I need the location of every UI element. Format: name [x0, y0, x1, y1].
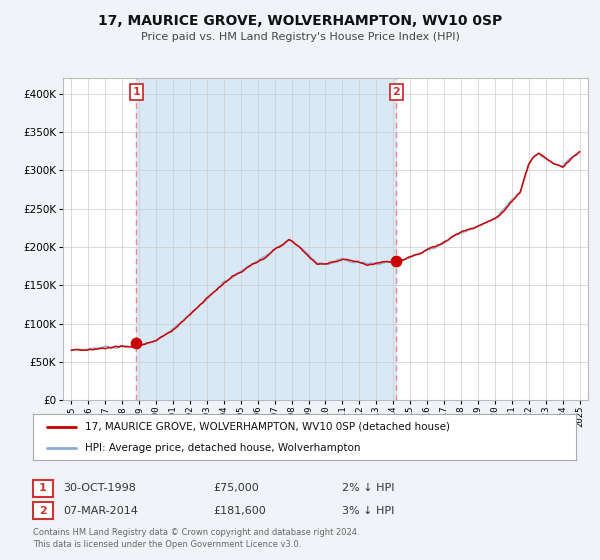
Text: 1: 1 — [39, 483, 47, 493]
Text: 3% ↓ HPI: 3% ↓ HPI — [342, 506, 394, 516]
Text: 2% ↓ HPI: 2% ↓ HPI — [342, 483, 395, 493]
Point — [131, 338, 141, 347]
Point — [391, 256, 401, 265]
Text: 1: 1 — [133, 87, 140, 97]
Text: 07-MAR-2014: 07-MAR-2014 — [63, 506, 138, 516]
Text: Price paid vs. HM Land Registry's House Price Index (HPI): Price paid vs. HM Land Registry's House … — [140, 32, 460, 43]
Bar — [136, 78, 396, 400]
Text: £181,600: £181,600 — [213, 506, 266, 516]
Text: 17, MAURICE GROVE, WOLVERHAMPTON, WV10 0SP (detached house): 17, MAURICE GROVE, WOLVERHAMPTON, WV10 0… — [85, 422, 449, 432]
Text: 2: 2 — [392, 87, 400, 97]
Text: HPI: Average price, detached house, Wolverhampton: HPI: Average price, detached house, Wolv… — [85, 443, 360, 453]
Text: £75,000: £75,000 — [213, 483, 259, 493]
Text: Contains HM Land Registry data © Crown copyright and database right 2024.
This d: Contains HM Land Registry data © Crown c… — [33, 528, 359, 549]
Text: 17, MAURICE GROVE, WOLVERHAMPTON, WV10 0SP: 17, MAURICE GROVE, WOLVERHAMPTON, WV10 0… — [98, 14, 502, 28]
Text: 2: 2 — [39, 506, 47, 516]
Text: 30-OCT-1998: 30-OCT-1998 — [63, 483, 136, 493]
